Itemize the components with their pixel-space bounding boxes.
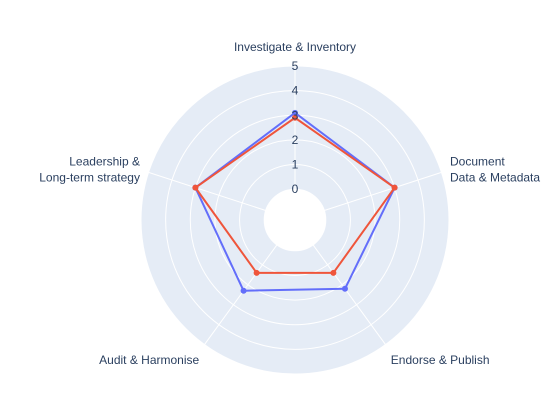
polar-background — [141, 66, 449, 374]
axis-label-line: Endorse & Publish — [391, 353, 490, 367]
axis-label-line: Document — [450, 155, 505, 169]
series-point — [240, 287, 247, 294]
radial-tick-labels: 0 1 2 3 4 5 — [292, 59, 299, 196]
grid-circle — [263, 188, 327, 252]
series-point — [292, 109, 298, 116]
series-point — [341, 285, 348, 292]
radial-tick-label: 4 — [292, 84, 299, 98]
series-point — [292, 114, 298, 121]
axis-label: Audit & Harmonise — [99, 353, 199, 367]
polar-grid — [140, 65, 450, 375]
series-point — [192, 184, 199, 191]
axis-label: Leadership & Long-term strategy — [39, 155, 140, 185]
series-layer — [192, 109, 398, 294]
axis-spoke — [148, 171, 266, 211]
series-point — [330, 269, 337, 276]
radial-tick-label: 5 — [292, 59, 299, 73]
axis-label: Document Data & Metadata — [450, 155, 540, 185]
radial-tick-label: 1 — [292, 158, 299, 172]
radial-tick-label: 0 — [292, 182, 299, 196]
radial-tick-label: 3 — [292, 108, 299, 122]
axis-label-line: Investigate & Inventory — [234, 40, 356, 54]
axis-label-line: Long-term strategy — [39, 171, 140, 185]
axis-labels: Investigate & Inventory Document Data & Me… — [39, 40, 540, 367]
axis-label-line: Leadership & — [69, 155, 140, 169]
series-point — [253, 269, 260, 276]
series-point — [391, 184, 398, 191]
series-line — [194, 116, 396, 274]
axis-spoke — [324, 171, 442, 211]
axis-spoke — [312, 244, 386, 345]
axis-label: Investigate & Inventory — [234, 40, 356, 54]
radial-tick-label: 2 — [292, 133, 299, 147]
axis-spoke — [204, 244, 278, 345]
axis-label: Endorse & Publish — [391, 353, 490, 367]
axis-label-line: Audit & Harmonise — [99, 353, 199, 367]
axis-label-line: Data & Metadata — [450, 171, 540, 185]
polar-plot-area — [141, 66, 449, 374]
